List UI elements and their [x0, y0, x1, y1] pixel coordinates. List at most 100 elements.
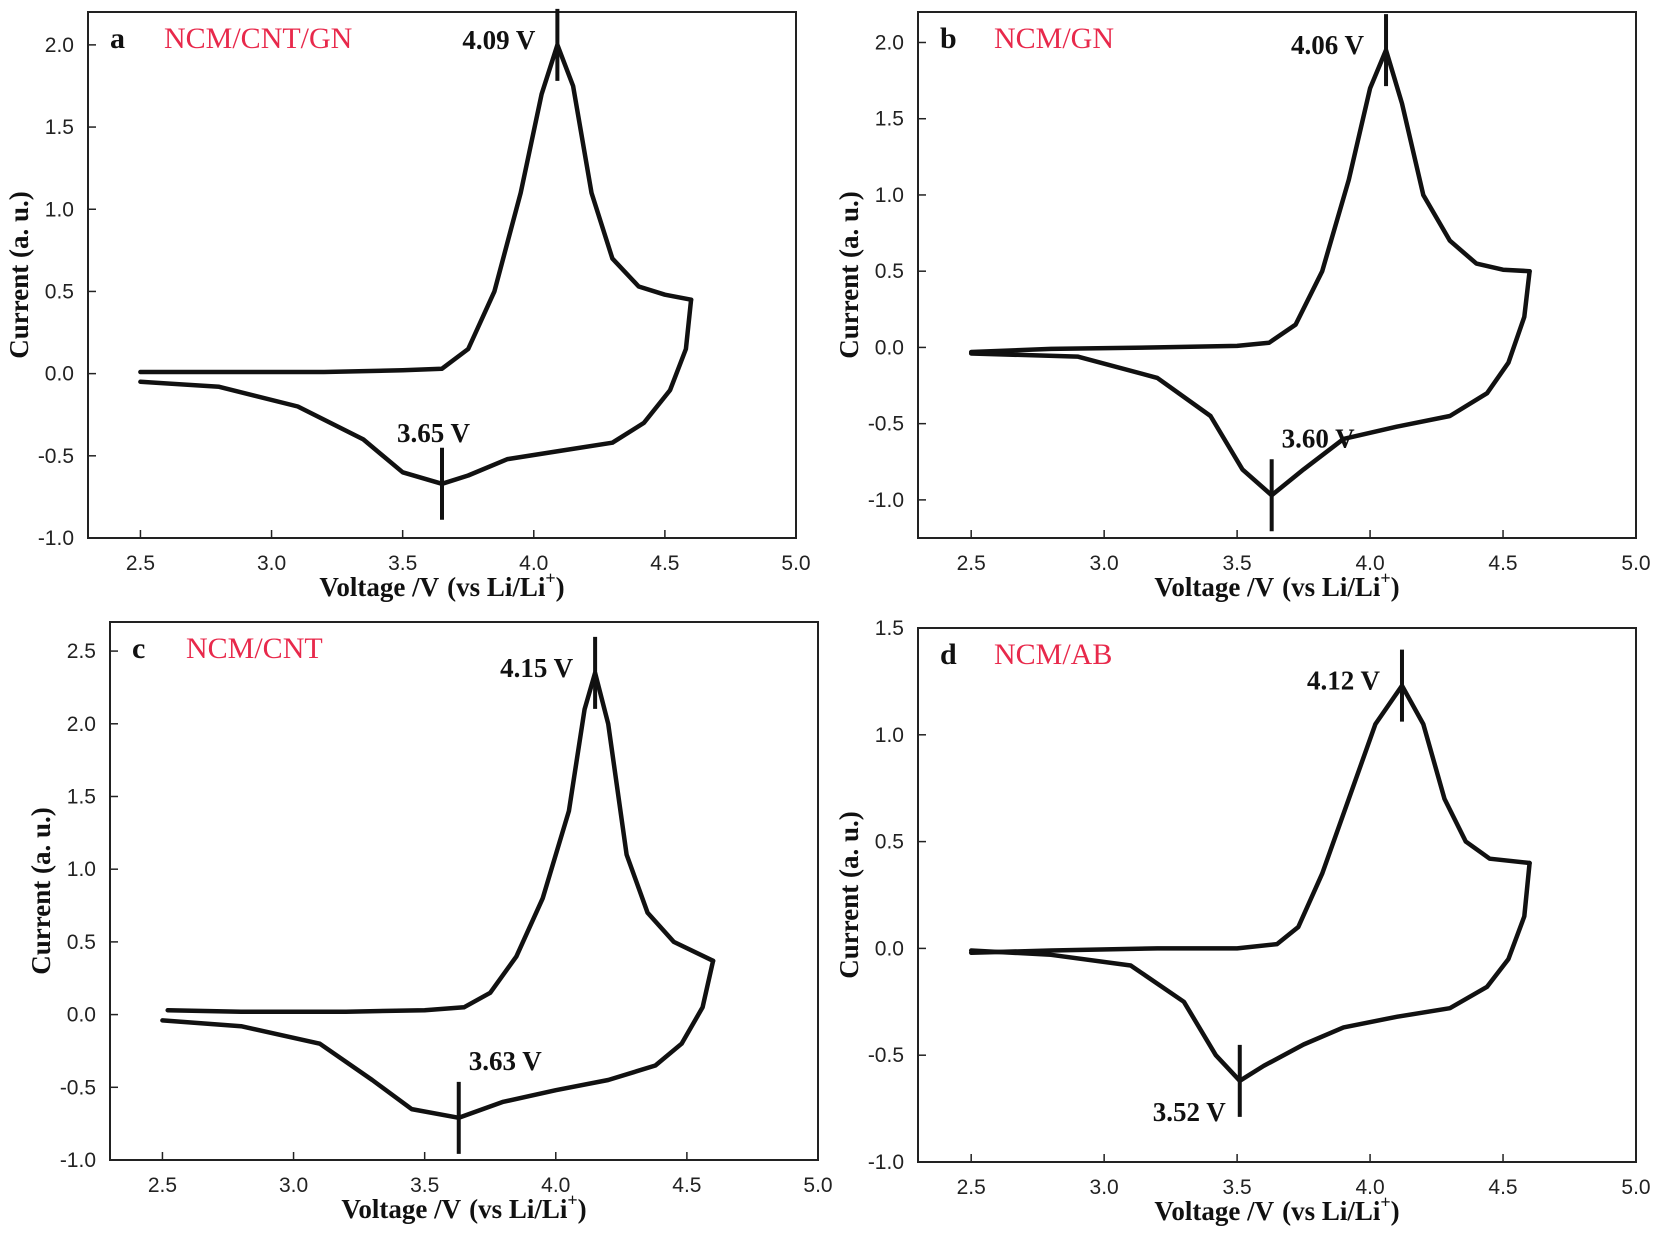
x-axis-label-ref: (vs Li/Li: [1282, 1196, 1381, 1226]
x-axis-label-sup: +: [1380, 568, 1390, 588]
y-tick-label: 0.5: [875, 831, 904, 854]
x-axis-label: Voltage /V (vs Li/Li+): [319, 568, 564, 602]
peak-label: 3.52 V: [1153, 1097, 1227, 1127]
cv-curve-cathodic: [968, 268, 1532, 498]
peak-label: 4.09 V: [462, 25, 536, 55]
y-tick-label: -1.0: [868, 1151, 904, 1174]
y-axis-label: Current (a. u.): [4, 191, 34, 358]
x-axis-label-ref: (vs Li/Li: [469, 1194, 568, 1224]
cv-curve-cathodic: [160, 958, 716, 1121]
panel-letter: d: [940, 638, 957, 671]
x-tick-label: 3.0: [257, 552, 286, 575]
x-tick-label: 4.5: [672, 1174, 701, 1197]
cv-curve-cathodic: [968, 860, 1532, 1084]
panel-title: NCM/CNT: [186, 632, 323, 665]
y-tick-label: -0.5: [60, 1076, 96, 1099]
y-tick-label: -0.5: [38, 445, 74, 468]
y-tick-label: 0.0: [875, 937, 904, 960]
x-axis-label-sup: +: [545, 568, 555, 588]
x-axis-label-main: Voltage /V: [1154, 1196, 1274, 1226]
x-tick-label: 4.0: [1355, 1176, 1384, 1199]
y-tick-label: 1.0: [875, 184, 904, 207]
x-tick-label: 3.0: [279, 1174, 308, 1197]
y-tick-label: 0.5: [67, 931, 96, 954]
x-tick-label: 5.0: [803, 1174, 832, 1197]
y-tick-label: 1.0: [875, 724, 904, 747]
x-axis-label: Voltage /V (vs Li/Li+): [1154, 1192, 1399, 1226]
plot-frame: [917, 627, 1637, 1163]
x-tick-label: 3.5: [388, 552, 417, 575]
panel-title: NCM/GN: [994, 22, 1114, 55]
peak-label: 3.60 V: [1282, 423, 1356, 453]
x-axis-label-sup: +: [1380, 1192, 1390, 1212]
x-tick-label: 5.0: [1621, 552, 1650, 575]
x-tick-label: 4.5: [1488, 552, 1517, 575]
y-tick-label: -0.5: [868, 1044, 904, 1067]
x-tick-label: 5.0: [1621, 1176, 1650, 1199]
x-tick-label: 4.0: [519, 552, 548, 575]
x-tick-label: 2.5: [148, 1174, 177, 1197]
y-tick-label: 0.0: [875, 336, 904, 359]
y-tick-label: 2.0: [875, 31, 904, 54]
peak-label: 4.15 V: [500, 653, 574, 683]
x-tick-label: 3.0: [1090, 1176, 1119, 1199]
y-tick-label: 0.5: [45, 280, 74, 303]
y-axis-label: Current (a. u.): [834, 191, 864, 358]
y-axis-label: Current (a. u.): [26, 807, 56, 974]
x-tick-label: 4.5: [1488, 1176, 1517, 1199]
y-tick-label: 0.0: [67, 1004, 96, 1027]
panel-d: 2.5 3.0 3.5 4.0 4.5 5.0 -1.0 -0.5 0.0 0.5 1.0 1.5 Vo…: [834, 617, 1651, 1226]
y-tick-label: 2.0: [67, 713, 96, 736]
panel-b: 2.5 3.0 3.5 4.0 4.5 5.0 -1.0 -0.5 0.0 0.5 1.0 1.5 2.…: [834, 11, 1651, 602]
cv-curve-cathodic: [138, 297, 694, 487]
x-axis-label-close: ): [578, 1194, 587, 1224]
cv-curve-anodic: [138, 42, 694, 375]
panel-title: NCM/CNT/GN: [164, 22, 352, 55]
y-axis-label: Current (a. u.): [834, 811, 864, 978]
y-tick-label: -1.0: [38, 527, 74, 550]
x-tick-label: 2.5: [126, 552, 155, 575]
y-tick-label: 2.5: [67, 640, 96, 663]
y-tick-label: 1.5: [67, 785, 96, 808]
x-axis-label-ref: (vs Li/Li: [447, 572, 546, 602]
x-tick-label: 2.5: [957, 1176, 986, 1199]
y-tick-label: 1.0: [45, 198, 74, 221]
panel-a: 2.5 3.0 3.5 4.0 4.5 5.0 -1.0 -0.5 0.0 0.5 1.0 1.5 2.…: [4, 8, 811, 602]
x-tick-label: 3.5: [1223, 1176, 1252, 1199]
panel-letter: a: [110, 22, 125, 55]
y-tick-label: -1.0: [60, 1149, 96, 1172]
panel-letter: b: [940, 22, 957, 55]
plot-frame: [87, 11, 797, 539]
x-axis-label-close: ): [1391, 572, 1400, 602]
y-tick-label: 1.5: [875, 108, 904, 131]
x-tick-label: 4.0: [541, 1174, 570, 1197]
x-axis-label-close: ): [1391, 1196, 1400, 1226]
x-tick-label: 2.5: [957, 552, 986, 575]
x-axis-label: Voltage /V (vs Li/Li+): [341, 1190, 586, 1224]
cv-curve-anodic: [165, 670, 716, 1014]
panel-letter: c: [132, 632, 145, 665]
y-tick-label: 1.5: [45, 116, 74, 139]
y-tick-label: 1.0: [67, 858, 96, 881]
cv-curve-anodic: [968, 47, 1532, 355]
cv-curve-anodic: [968, 683, 1532, 955]
peak-label: 3.65 V: [397, 418, 471, 448]
x-axis-label-sup: +: [567, 1190, 577, 1210]
peak-label: 4.06 V: [1291, 30, 1365, 60]
y-tick-label: 0.0: [45, 363, 74, 386]
x-axis-label-close: ): [556, 572, 565, 602]
x-axis-label: Voltage /V (vs Li/Li+): [1154, 568, 1399, 602]
x-tick-label: 4.5: [650, 552, 679, 575]
plot-frame: [917, 11, 1637, 539]
x-tick-label: 3.5: [410, 1174, 439, 1197]
y-tick-label: 0.5: [875, 260, 904, 283]
y-tick-label: -0.5: [868, 413, 904, 436]
y-tick-label: 1.5: [875, 617, 904, 640]
x-axis-label-main: Voltage /V: [341, 1194, 461, 1224]
peak-label: 3.63 V: [469, 1046, 543, 1076]
y-tick-label: 2.0: [45, 34, 74, 57]
peak-label: 4.12 V: [1307, 666, 1381, 696]
x-tick-label: 3.5: [1223, 552, 1252, 575]
x-tick-label: 4.0: [1355, 552, 1384, 575]
